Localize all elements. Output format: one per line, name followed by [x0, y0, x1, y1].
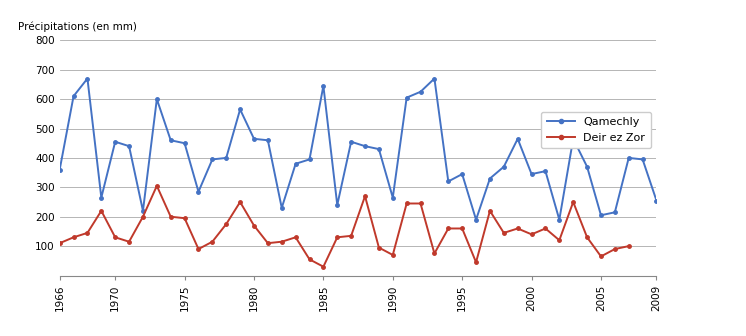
- Qamechly: [278, 206, 286, 210]
- Deir ez Zor: [333, 235, 342, 239]
- Qamechly: [583, 165, 592, 169]
- Deir ez Zor: [610, 247, 619, 251]
- Qamechly: [486, 176, 495, 180]
- Deir ez Zor: [139, 215, 148, 219]
- Qamechly: [638, 157, 647, 161]
- Deir ez Zor: [110, 235, 119, 239]
- Qamechly: [499, 165, 508, 169]
- Qamechly: [194, 190, 203, 194]
- Deir ez Zor: [319, 265, 327, 269]
- Qamechly: [430, 77, 439, 81]
- Deir ez Zor: [125, 240, 134, 244]
- Qamechly: [291, 162, 300, 166]
- Text: Précipitations (en mm): Précipitations (en mm): [18, 22, 137, 32]
- Qamechly: [458, 172, 467, 176]
- Qamechly: [555, 218, 564, 222]
- Deir ez Zor: [360, 194, 369, 198]
- Deir ez Zor: [208, 240, 217, 244]
- Qamechly: [333, 203, 342, 207]
- Qamechly: [305, 157, 314, 161]
- Qamechly: [513, 137, 522, 141]
- Deir ez Zor: [291, 235, 300, 239]
- Deir ez Zor: [430, 251, 439, 255]
- Legend: Qamechly, Deir ez Zor: Qamechly, Deir ez Zor: [542, 112, 651, 149]
- Deir ez Zor: [180, 216, 189, 220]
- Line: Qamechly: Qamechly: [58, 77, 658, 221]
- Qamechly: [110, 140, 119, 144]
- Qamechly: [208, 157, 217, 161]
- Deir ez Zor: [597, 254, 606, 258]
- Deir ez Zor: [541, 226, 550, 230]
- Deir ez Zor: [624, 244, 633, 248]
- Qamechly: [166, 138, 175, 142]
- Deir ez Zor: [374, 246, 383, 250]
- Qamechly: [416, 90, 425, 94]
- Deir ez Zor: [555, 238, 564, 242]
- Qamechly: [319, 84, 327, 88]
- Line: Deir ez Zor: Deir ez Zor: [58, 184, 630, 268]
- Deir ez Zor: [458, 226, 467, 230]
- Qamechly: [263, 138, 272, 142]
- Deir ez Zor: [305, 257, 314, 261]
- Qamechly: [444, 179, 453, 183]
- Qamechly: [55, 168, 64, 172]
- Deir ez Zor: [83, 231, 92, 235]
- Deir ez Zor: [486, 209, 495, 213]
- Qamechly: [597, 213, 606, 217]
- Deir ez Zor: [222, 222, 231, 226]
- Qamechly: [471, 218, 480, 222]
- Qamechly: [624, 156, 633, 160]
- Deir ez Zor: [97, 209, 106, 213]
- Qamechly: [125, 144, 134, 148]
- Qamechly: [527, 172, 536, 176]
- Deir ez Zor: [499, 231, 508, 235]
- Qamechly: [152, 97, 161, 101]
- Qamechly: [610, 210, 619, 214]
- Deir ez Zor: [471, 260, 480, 264]
- Qamechly: [541, 169, 550, 173]
- Qamechly: [69, 94, 78, 98]
- Deir ez Zor: [527, 233, 536, 237]
- Deir ez Zor: [416, 202, 425, 206]
- Deir ez Zor: [249, 223, 258, 227]
- Qamechly: [83, 77, 92, 81]
- Deir ez Zor: [55, 241, 64, 245]
- Deir ez Zor: [402, 202, 411, 206]
- Qamechly: [389, 196, 398, 200]
- Qamechly: [402, 96, 411, 100]
- Deir ez Zor: [263, 241, 272, 245]
- Deir ez Zor: [69, 235, 78, 239]
- Deir ez Zor: [236, 200, 245, 204]
- Qamechly: [568, 137, 577, 141]
- Deir ez Zor: [278, 240, 286, 244]
- Deir ez Zor: [166, 215, 175, 219]
- Qamechly: [374, 147, 383, 151]
- Qamechly: [652, 199, 661, 203]
- Qamechly: [139, 209, 148, 213]
- Deir ez Zor: [513, 226, 522, 230]
- Qamechly: [360, 144, 369, 148]
- Deir ez Zor: [152, 184, 161, 188]
- Deir ez Zor: [347, 234, 356, 238]
- Deir ez Zor: [194, 247, 203, 251]
- Deir ez Zor: [444, 226, 453, 230]
- Deir ez Zor: [568, 200, 577, 204]
- Qamechly: [347, 140, 356, 144]
- Qamechly: [249, 137, 258, 141]
- Deir ez Zor: [583, 235, 592, 239]
- Qamechly: [236, 108, 245, 112]
- Qamechly: [97, 196, 106, 200]
- Deir ez Zor: [389, 253, 398, 257]
- Qamechly: [180, 141, 189, 145]
- Qamechly: [222, 156, 231, 160]
